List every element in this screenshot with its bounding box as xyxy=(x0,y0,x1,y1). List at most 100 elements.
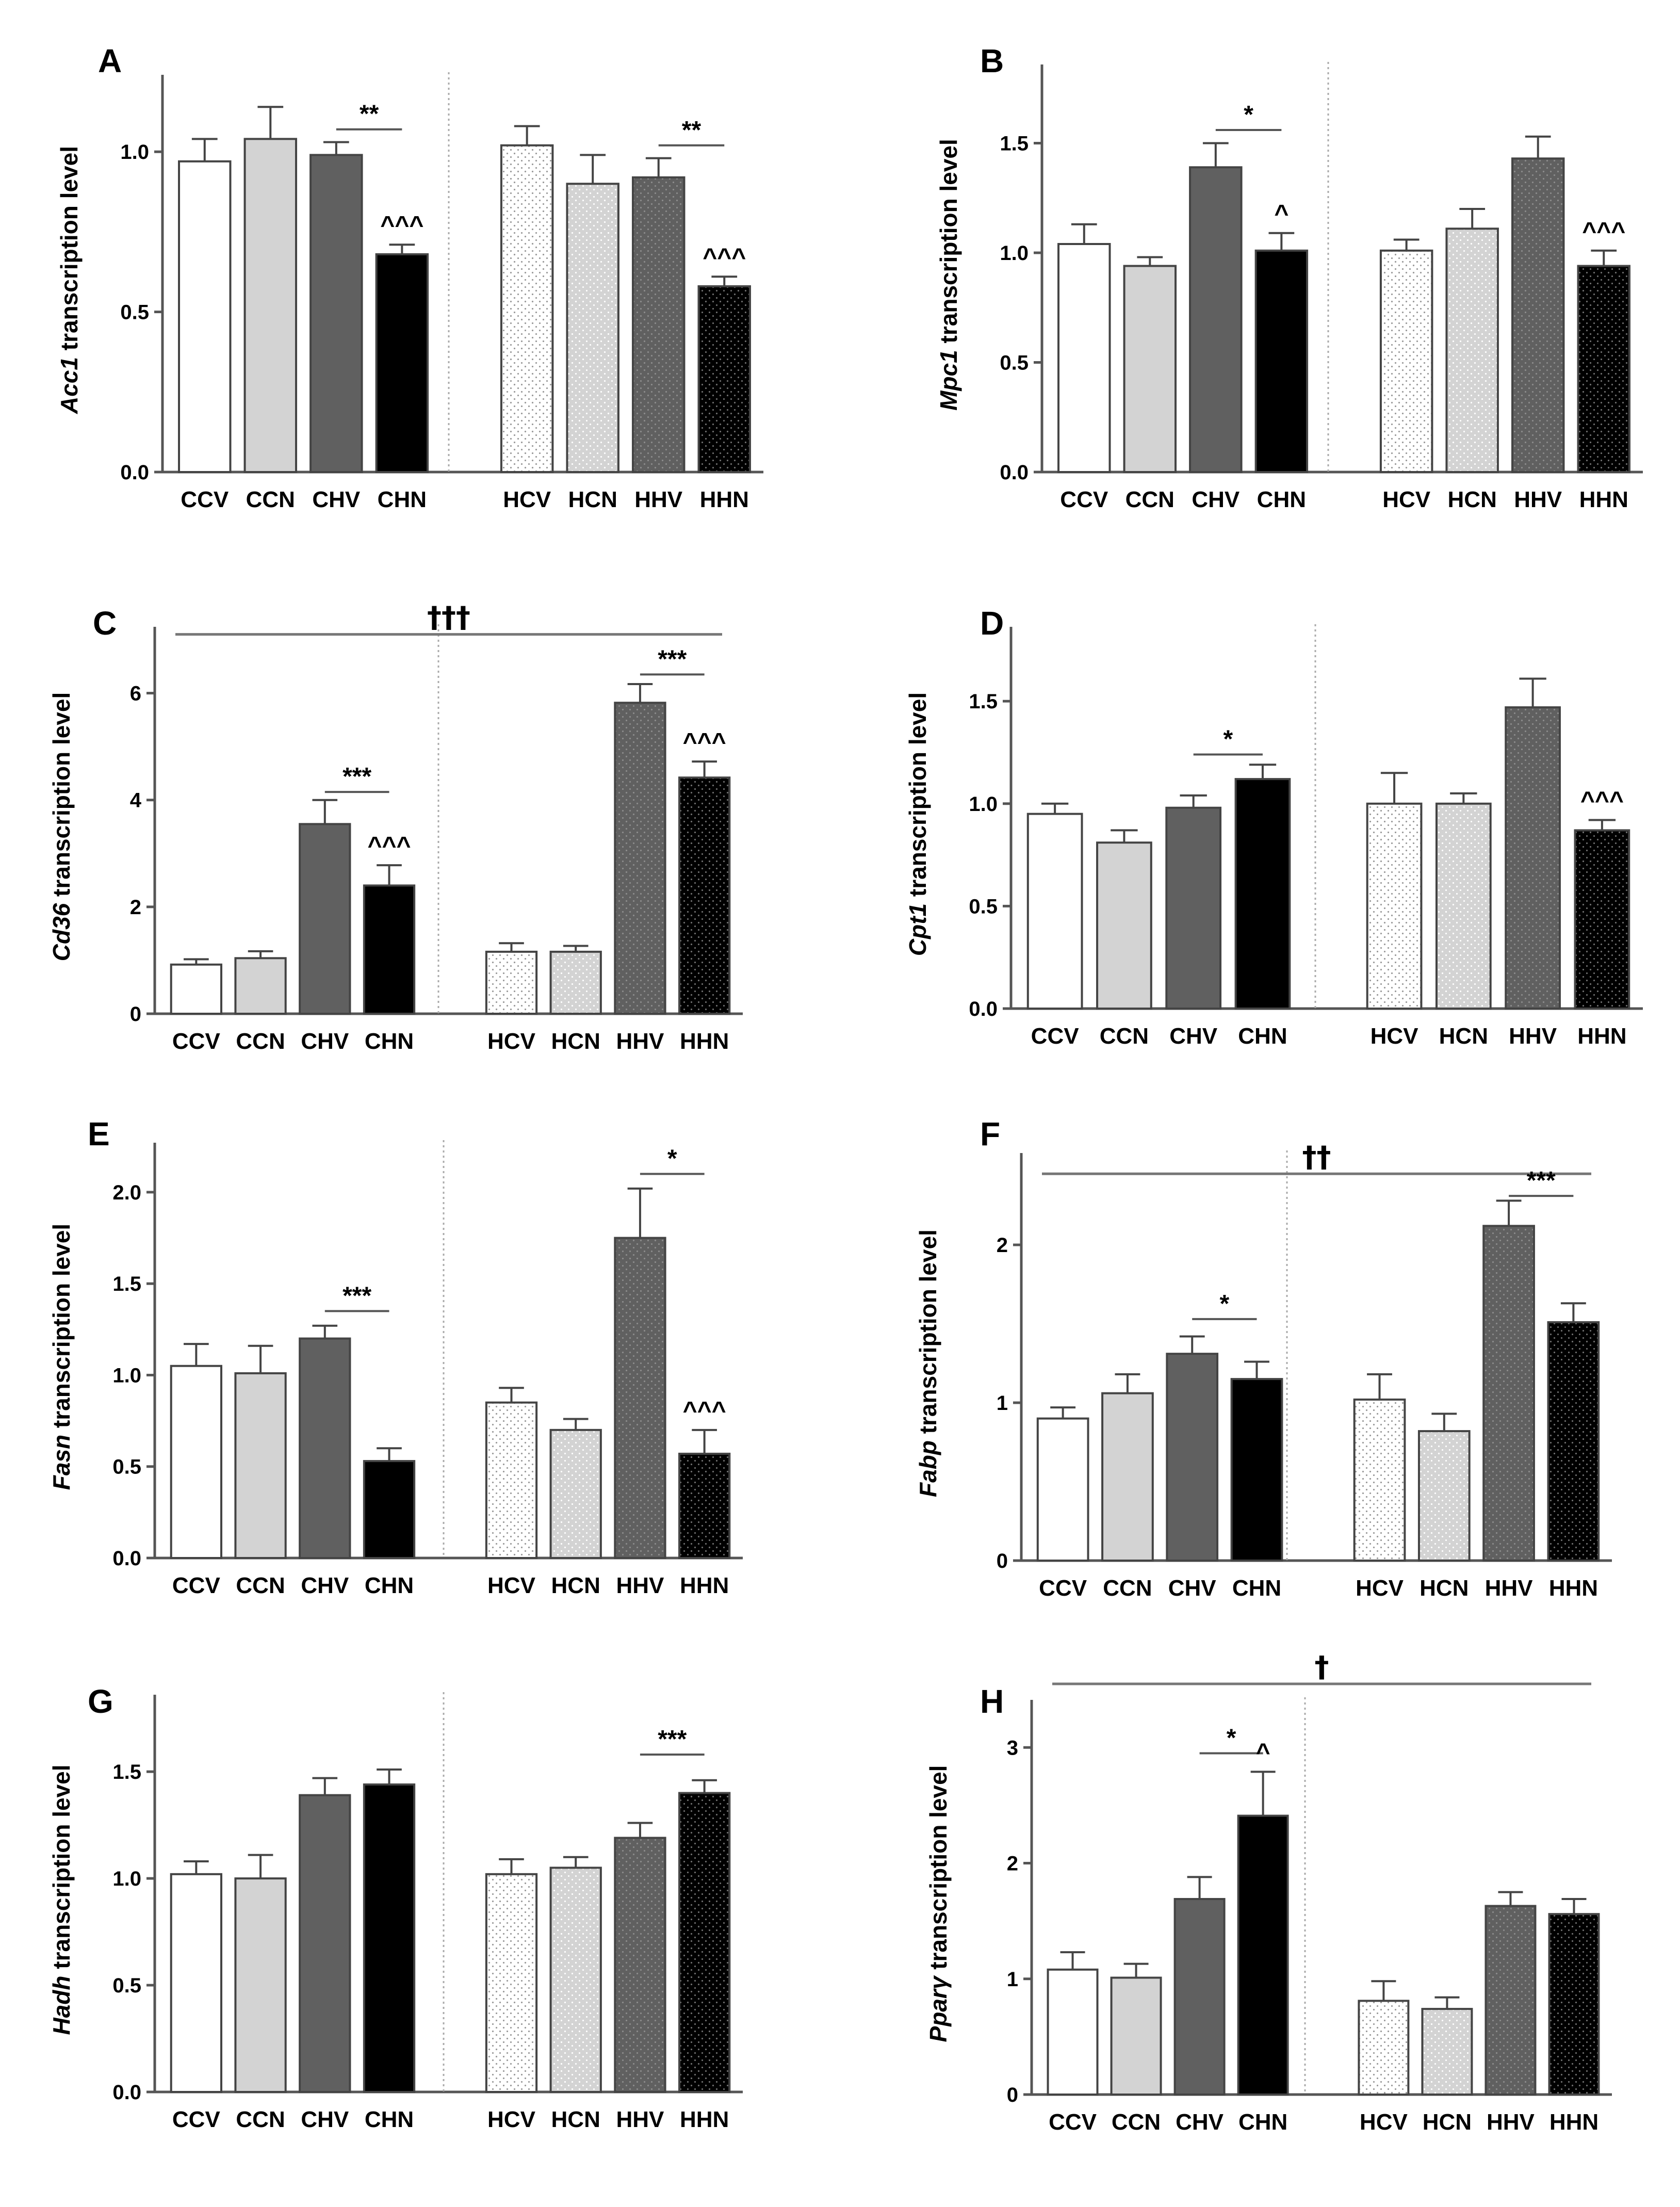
significance-label: * xyxy=(1244,101,1253,128)
bar-HHN xyxy=(678,1792,731,2094)
significance-label: *** xyxy=(658,1726,687,1753)
category-label: HCV xyxy=(487,1573,536,1598)
bar-CCN xyxy=(234,1372,287,1560)
panel-D: D 0.0 0.5 1.0 1.5 Cpt1 transcription level CCV… xyxy=(904,605,1643,1049)
category-label: CHN xyxy=(1238,1024,1287,1049)
category-label: CHN xyxy=(365,2107,414,2132)
y-tick-label: 0.0 xyxy=(112,2081,141,2104)
panel-E: E 0.0 0.5 1.0 1.5 2.0 Fasn transcription level… xyxy=(48,1115,743,1598)
category-label: CCN xyxy=(236,2107,285,2132)
global-significance-label: † xyxy=(1315,1650,1329,1684)
panel-letter: H xyxy=(980,1683,1004,1720)
category-label: CHV xyxy=(301,2107,349,2132)
panel-B: B 0.0 0.5 1.0 1.5 Mpc1 transcription level CCV… xyxy=(935,42,1643,512)
y-tick-label: 0.0 xyxy=(969,998,998,1020)
category-label: HCN xyxy=(551,1029,600,1054)
y-tick-label: 0.0 xyxy=(112,1547,141,1570)
diet-significance-mark: ^ xyxy=(1256,1739,1270,1766)
y-tick-label: 1 xyxy=(997,1392,1008,1415)
y-tick-label: 0.0 xyxy=(1000,461,1029,484)
bar-HHV xyxy=(631,176,686,474)
category-label: HCV xyxy=(487,2107,536,2132)
y-tick-label: 6 xyxy=(130,683,141,705)
significance-label: *** xyxy=(342,1282,371,1309)
category-label: CCV xyxy=(172,1029,221,1054)
category-label: CCV xyxy=(1031,1024,1080,1049)
y-axis-label-gene: Pparγ xyxy=(925,1975,952,2042)
y-tick-label: 4 xyxy=(130,789,142,812)
bar-CCV xyxy=(1057,243,1111,473)
category-label: CCN xyxy=(246,487,295,512)
bar-CHV xyxy=(1173,1898,1226,2096)
category-label: HHV xyxy=(1509,1024,1557,1049)
y-tick-label: 1.0 xyxy=(112,1364,141,1387)
y-tick-label: 0 xyxy=(997,1550,1008,1572)
bar-HCV xyxy=(1379,249,1433,473)
bar-HCV xyxy=(485,950,538,1015)
category-label: HHV xyxy=(1485,1576,1534,1601)
diet-significance-mark: ^ xyxy=(1274,200,1288,228)
category-label: CCN xyxy=(236,1573,285,1598)
bar-CCN xyxy=(234,957,287,1015)
bar-HCN xyxy=(549,950,602,1015)
bar-CHN xyxy=(1230,1378,1283,1562)
bar-HCN xyxy=(566,183,619,473)
bar-HHV xyxy=(1482,1225,1535,1562)
y-axis-label-gene: Acc1 xyxy=(56,357,83,414)
category-label: HCV xyxy=(1382,487,1431,512)
y-tick-label: 0.5 xyxy=(969,895,998,918)
y-tick-label: 1 xyxy=(1007,1968,1018,1991)
category-label: HHN xyxy=(680,1573,729,1598)
y-tick-label: 0.5 xyxy=(120,301,149,324)
bar-HHN xyxy=(1574,829,1630,1010)
bar-HHV xyxy=(1505,706,1561,1010)
bar-HCN xyxy=(549,1429,602,1559)
y-axis-label: Acc1 transcription level xyxy=(56,146,83,414)
category-label: CHV xyxy=(301,1029,349,1054)
panel-letter: B xyxy=(980,42,1004,79)
bar-HHN xyxy=(1548,1913,1600,2096)
global-significance-label: ††† xyxy=(427,601,470,635)
significance-label: *** xyxy=(658,645,687,673)
panel-G: G 0.0 0.5 1.0 1.5 Hadh transcription level CCV… xyxy=(48,1683,743,2132)
category-label: CCN xyxy=(1103,1576,1152,1601)
category-label: HHV xyxy=(616,1029,664,1054)
category-label: HHN xyxy=(680,1029,729,1054)
y-tick-label: 0.5 xyxy=(112,1456,141,1479)
bar-CCN xyxy=(1101,1392,1154,1562)
y-tick-label: 1.0 xyxy=(112,1868,141,1890)
panel-letter: F xyxy=(980,1115,1000,1153)
panel-letter: E xyxy=(88,1115,110,1153)
bar-CCV xyxy=(1047,1968,1099,2096)
y-axis-label-gene: Fabp xyxy=(915,1440,941,1497)
category-label: CHN xyxy=(1232,1576,1281,1601)
category-label: HHV xyxy=(1514,487,1562,512)
category-label: CHN xyxy=(378,487,427,512)
significance-label: *** xyxy=(342,763,371,790)
diet-significance-mark: ^^^ xyxy=(683,1397,726,1424)
diet-significance-mark: ^^^ xyxy=(1580,787,1624,815)
category-label: CCN xyxy=(1112,2109,1161,2135)
y-axis-label: Fabp transcription level xyxy=(915,1229,941,1497)
panel-letter: G xyxy=(88,1683,113,1720)
category-label: CCN xyxy=(1126,487,1175,512)
y-axis-label-suffix: transcription level xyxy=(904,692,931,903)
bar-CHV xyxy=(1189,166,1243,473)
category-label: HCV xyxy=(1360,2109,1408,2135)
category-label: CHV xyxy=(1168,1576,1217,1601)
bar-HHV xyxy=(614,1237,666,1559)
y-tick-label: 1.0 xyxy=(1000,242,1029,265)
category-label: CHN xyxy=(1257,487,1306,512)
bar-CCV xyxy=(170,963,223,1015)
bar-HHN xyxy=(1577,265,1630,473)
y-axis-label-suffix: transcription level xyxy=(48,1764,75,1975)
bar-HCN xyxy=(1421,2008,1473,2096)
bar-HCV xyxy=(485,1401,538,1560)
y-tick-label: 3 xyxy=(1007,1737,1018,1759)
bar-HHV xyxy=(1511,157,1565,473)
category-label: HCV xyxy=(1356,1576,1404,1601)
category-label: CHV xyxy=(1176,2109,1224,2135)
significance-label: *** xyxy=(1527,1167,1556,1194)
y-axis-label-suffix: transcription level xyxy=(925,1765,952,1976)
